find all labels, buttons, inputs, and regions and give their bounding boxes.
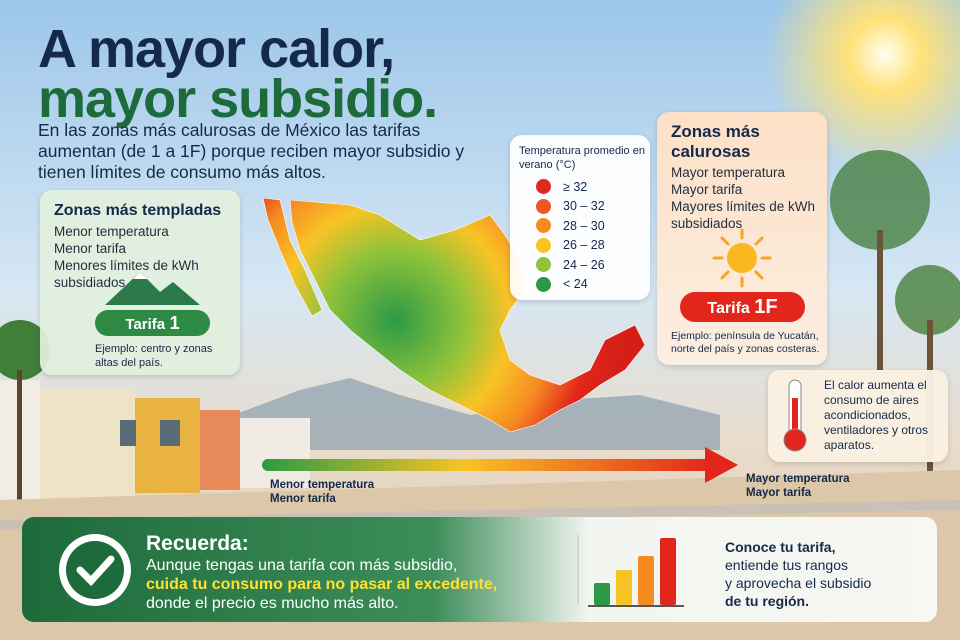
legend-item: ≥ 32 bbox=[536, 177, 605, 197]
cta-line: entiende tus rangos bbox=[725, 557, 848, 573]
temperate-title: Zonas más templadas bbox=[54, 202, 222, 219]
reminder-text: Aunque tengas una tarifa con más subsidi… bbox=[146, 556, 497, 613]
cta-line: Conoce tu tarifa, bbox=[725, 539, 836, 555]
legend-label: 24 – 26 bbox=[563, 257, 605, 272]
legend-swatch bbox=[536, 257, 551, 273]
scale-label: Mayor temperatura bbox=[746, 473, 850, 485]
legend-swatch bbox=[536, 179, 551, 195]
legend-swatch bbox=[536, 237, 551, 253]
legend-item: 28 – 30 bbox=[536, 216, 605, 236]
note: El calor aumenta el consumo de aires aco… bbox=[824, 378, 929, 452]
tariff-label: Tarifa bbox=[707, 300, 750, 317]
legend-item: < 24 bbox=[536, 275, 605, 295]
cta: Conoce tu tarifa, entiende tus rangos y ap… bbox=[725, 538, 871, 610]
legend-item: 26 – 28 bbox=[536, 236, 605, 256]
legend-swatch bbox=[536, 218, 551, 234]
legend-title: Temperatura promedio en verano (°C) bbox=[519, 145, 645, 171]
legend-item: 30 – 32 bbox=[536, 197, 605, 217]
hot-line: Mayores límites de kWh subsidiados bbox=[671, 199, 816, 231]
scale-label: Menor temperatura bbox=[270, 479, 375, 491]
legend-label: 26 – 28 bbox=[563, 238, 605, 253]
hot-title: Zonas más calurosas bbox=[671, 122, 760, 161]
temperate-example: Ejemplo: centro y zonas altas del país. bbox=[95, 343, 213, 369]
hot-line: Mayor tarifa bbox=[671, 182, 743, 197]
legend-label: 28 – 30 bbox=[563, 218, 605, 233]
cta-line: de tu región. bbox=[725, 593, 809, 609]
intro: En las zonas más calurosas de México las… bbox=[38, 120, 465, 182]
cta-line: y aprovecha el subsidio bbox=[725, 575, 872, 591]
hot-line: Mayor temperatura bbox=[671, 165, 786, 180]
legend-label: ≥ 32 bbox=[563, 179, 588, 194]
mountain-icon bbox=[105, 272, 200, 305]
scale-left: Menor temperatura Menor tarifa bbox=[270, 478, 374, 506]
temperate-line: Menor tarifa bbox=[54, 241, 127, 256]
legend-label: < 24 bbox=[563, 277, 588, 292]
scale-label: Mayor tarifa bbox=[746, 487, 812, 499]
title-line-1: A mayor calor, bbox=[38, 19, 395, 79]
reminder-title: Recuerda: bbox=[146, 532, 249, 555]
thermometer-icon bbox=[783, 379, 807, 452]
hot-example: Ejemplo: península de Yucatán, norte del… bbox=[671, 330, 820, 355]
note-card: El calor aumenta el consumo de aires aco… bbox=[768, 370, 948, 462]
tariff-pill: Tarifa 1F bbox=[680, 292, 805, 322]
tariff-code: 1F bbox=[754, 296, 778, 318]
temperate-card: Zonas más templadas Menor temperatura Men… bbox=[40, 190, 240, 375]
tariff-pill: Tarifa 1 bbox=[95, 310, 210, 336]
legend-items: ≥ 32 30 – 32 28 – 30 26 – 28 24 – 26 < 24 bbox=[536, 177, 605, 294]
scale-label: Menor tarifa bbox=[270, 493, 336, 505]
tariff-code: 1 bbox=[169, 313, 180, 333]
hot-card: Zonas más calurosas Mayor temperatura May… bbox=[657, 112, 827, 365]
temperate-lines: Menor temperatura Menor tarifa Menores lím… bbox=[54, 223, 234, 291]
reminder-line: donde el precio es mucho más alto. bbox=[146, 595, 399, 612]
legend-swatch bbox=[536, 198, 551, 214]
reminder-line: Aunque tengas una tarifa con más subsidi… bbox=[146, 557, 458, 574]
legend: Temperatura promedio en verano (°C) ≥ 32… bbox=[510, 135, 650, 300]
hot-lines: Mayor temperatura Mayor tarifa Mayores lím… bbox=[671, 164, 826, 232]
legend-label: 30 – 32 bbox=[563, 199, 605, 214]
tariff-label: Tarifa bbox=[125, 316, 166, 333]
temperate-line: Menor temperatura bbox=[54, 224, 169, 239]
legend-swatch bbox=[536, 276, 551, 292]
temperate-line: Menores límites de kWh subsidiados bbox=[54, 258, 199, 290]
legend-item: 24 – 26 bbox=[536, 255, 605, 275]
reminder-highlight: cuida tu consumo para no pasar al excede… bbox=[146, 576, 498, 593]
sun-icon bbox=[712, 228, 772, 288]
scale-right: Mayor temperatura Mayor tarifa bbox=[746, 472, 850, 500]
title-line-2: mayor subsidio. bbox=[38, 69, 438, 129]
